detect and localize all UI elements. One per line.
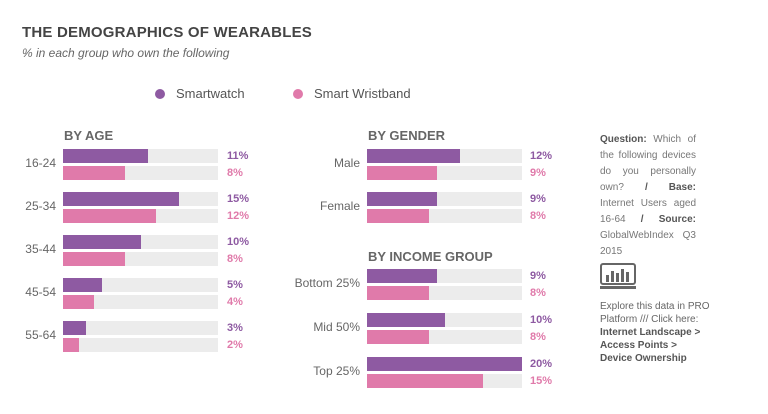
bar-track [63, 166, 218, 180]
value-label: 9% [530, 193, 546, 205]
bar-track [63, 235, 218, 249]
smartwatch-bar [63, 192, 180, 206]
value-label: 10% [530, 314, 553, 326]
value-label: 8% [227, 167, 243, 179]
value-label: 12% [227, 210, 250, 222]
value-label: 10% [227, 236, 250, 248]
value-label: 8% [530, 287, 546, 299]
value-label: 8% [227, 253, 243, 265]
explore-text: Explore this data in PRO Platform /// Cl… [600, 301, 710, 325]
chart-title: THE DEMOGRAPHICS OF WEARABLES [22, 24, 312, 41]
category-label: Bottom 25% [294, 276, 360, 290]
section-heading: BY AGE [64, 128, 114, 143]
bar-chart-icon[interactable] [600, 263, 636, 291]
value-label: 2% [227, 339, 243, 351]
wristband-bar [367, 166, 437, 180]
legend-wristband: Smart Wristband [293, 86, 411, 101]
bar-track [63, 252, 218, 266]
explore-path[interactable]: Internet Landscape > Access Points > Dev… [600, 327, 701, 364]
bar-track [367, 330, 522, 344]
bar-track [367, 313, 522, 327]
legend-smartwatch: Smartwatch [155, 86, 245, 101]
category-label: Male [333, 156, 360, 170]
bar-track [63, 278, 218, 292]
value-label: 15% [227, 193, 250, 205]
section-heading: BY INCOME GROUP [368, 249, 493, 264]
smartwatch-bar [63, 321, 87, 335]
explore-link[interactable]: Explore this data in PRO Platform /// Cl… [600, 300, 710, 365]
wristband-bar [367, 374, 484, 388]
section-heading: BY GENDER [368, 128, 446, 143]
wristband-bar [367, 286, 429, 300]
category-label: Female [319, 199, 360, 213]
value-label: 4% [227, 296, 243, 308]
question-text: Which of the following devices do you pe… [600, 134, 697, 193]
category-label: 45-54 [25, 285, 56, 299]
value-label: 5% [227, 279, 243, 291]
wristband-legend-label: Smart Wristband [314, 86, 411, 101]
category-label: 35-44 [25, 242, 56, 256]
category-label: Mid 50% [313, 320, 360, 334]
wristband-legend-dot [293, 88, 303, 99]
value-label: 3% [227, 322, 243, 334]
base-label: / Base: [644, 182, 697, 193]
wristband-bar [367, 330, 429, 344]
bar-track [367, 374, 522, 388]
smartwatch-bar [367, 192, 437, 206]
bar-track [367, 209, 522, 223]
bar-track [367, 149, 522, 163]
value-label: 15% [530, 375, 553, 387]
bar-track [367, 269, 522, 283]
source-label: / Source: [640, 214, 696, 225]
smartwatch-bar [63, 235, 141, 249]
smartwatch-bar [367, 313, 445, 327]
survey-note: Question: Which of the following devices… [600, 132, 696, 260]
smartwatch-bar [367, 149, 460, 163]
smartwatch-bar [63, 149, 149, 163]
smartwatch-bar [63, 278, 102, 292]
bar-track [367, 166, 522, 180]
wristband-bar [63, 166, 125, 180]
value-label: 12% [530, 150, 553, 162]
wristband-bar [63, 252, 125, 266]
category-label: 25-34 [25, 199, 56, 213]
bar-track [367, 286, 522, 300]
bar-track [63, 209, 218, 223]
bar-track [63, 192, 218, 206]
base-text: Internet Users aged 16-64 [600, 198, 696, 225]
source-text: GlobalWebIndex Q3 2015 [600, 230, 696, 257]
category-label: 55-64 [25, 328, 56, 342]
bar-track [367, 357, 522, 371]
wristband-bar [367, 209, 429, 223]
category-label: 16-24 [25, 156, 56, 170]
value-label: 8% [530, 210, 546, 222]
smartwatch-bar [367, 269, 437, 283]
smartwatch-legend-label: Smartwatch [176, 86, 245, 101]
wristband-bar [63, 209, 156, 223]
wristband-bar [63, 295, 94, 309]
bar-track [63, 149, 218, 163]
value-label: 9% [530, 270, 546, 282]
smartwatch-bar [367, 357, 522, 371]
smartwatch-legend-dot [155, 88, 165, 99]
wristband-bar [63, 338, 79, 352]
bar-track [63, 295, 218, 309]
question-label: Question: [600, 134, 647, 145]
value-label: 20% [530, 358, 553, 370]
category-label: Top 25% [313, 364, 360, 378]
chart-subtitle: % in each group who own the following [22, 46, 230, 60]
value-label: 8% [530, 331, 546, 343]
bar-track [63, 321, 218, 335]
bar-track [63, 338, 218, 352]
bar-track [367, 192, 522, 206]
value-label: 9% [530, 167, 546, 179]
value-label: 11% [227, 150, 249, 162]
